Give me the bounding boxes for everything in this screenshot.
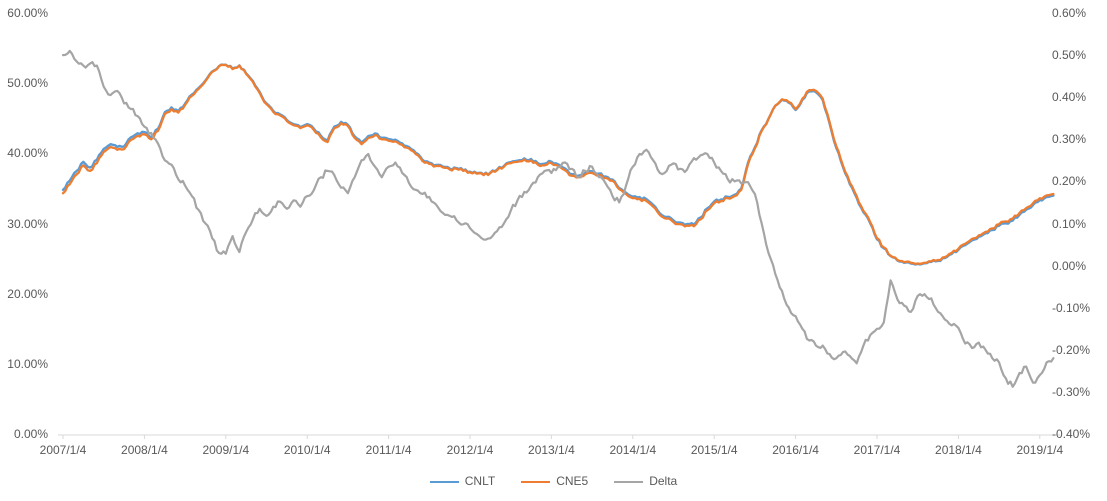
axis-tick-label: 2015/1/4: [690, 443, 738, 457]
axis-tick-label: 60.00%: [7, 6, 48, 20]
legend-label-cnlt: CNLT: [464, 474, 496, 488]
legend-swatch-cne5: [521, 480, 551, 483]
axis-tick-label: 2011/1/4: [365, 443, 412, 457]
legend: CNLT CNE5 Delta: [0, 474, 1107, 489]
axis-tick-label: 50.00%: [7, 76, 48, 91]
legend-label-cne5: CNE5: [556, 474, 589, 488]
axis-tick-label: -0.20%: [1052, 342, 1091, 357]
axis-tick-label: 0.60%: [1052, 6, 1087, 20]
axis-tick-label: -0.40%: [1052, 427, 1091, 441]
axis-tick-label: 40.00%: [7, 146, 48, 161]
axis-tick-label: 0.40%: [1052, 90, 1087, 105]
axis-tick-label: 2007/1/4: [39, 443, 87, 457]
axis-tick-label: 20.00%: [7, 286, 48, 301]
axis-tick-label: 0.00%: [13, 427, 48, 441]
legend-label-delta: Delta: [649, 474, 678, 488]
axis-tick-label: 2009/1/4: [202, 443, 250, 457]
axis-tick-label: -0.30%: [1052, 384, 1091, 399]
legend-item-delta: Delta: [614, 474, 677, 489]
legend-swatch-delta: [614, 480, 644, 483]
axis-tick-label: 2008/1/4: [121, 443, 168, 457]
axis-tick-label: 2019/1/4: [1016, 443, 1064, 457]
delta-line: [61, 49, 1055, 388]
legend-swatch-cnlt: [429, 480, 459, 483]
axis-tick-label: 0.00%: [1052, 258, 1087, 273]
axis-tick-label: 30.00%: [7, 216, 48, 231]
axis-tick-label: 2014/1/4: [609, 443, 657, 457]
axis-tick-label: 0.10%: [1052, 216, 1087, 231]
axis-tick-label: 0.20%: [1052, 174, 1087, 189]
axis-tick-label: 2017/1/4: [853, 443, 901, 457]
axis-tick-label: 10.00%: [7, 356, 48, 371]
axis-tick-label: 0.50%: [1052, 48, 1087, 63]
axis-tick-label: 2018/1/4: [935, 443, 982, 457]
axis-tick-label: 2012/1/4: [446, 443, 494, 457]
axis-tick-label: -0.10%: [1052, 300, 1091, 315]
legend-item-cne5: CNE5: [521, 474, 588, 489]
axis-tick-label: 0.30%: [1052, 132, 1087, 147]
axis-tick-label: 2010/1/4: [283, 443, 331, 457]
axis-tick-label: 2016/1/4: [772, 443, 819, 457]
axis-tick-label: 2013/1/4: [528, 443, 575, 457]
legend-item-cnlt: CNLT: [429, 474, 496, 489]
